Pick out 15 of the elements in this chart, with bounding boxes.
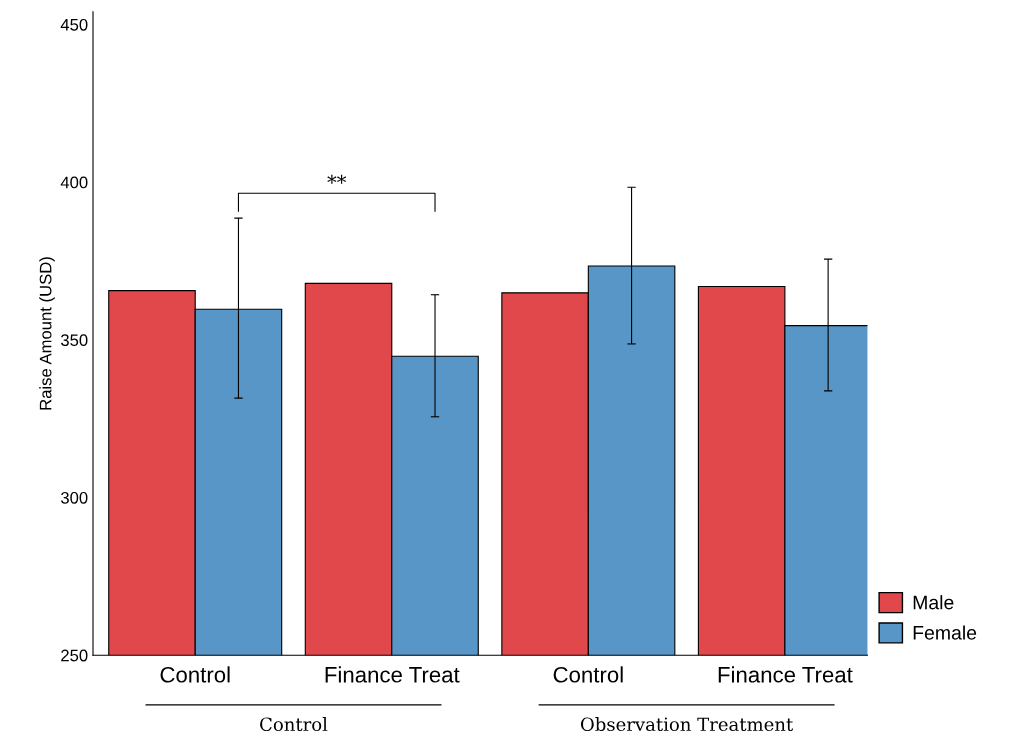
y-tick-label: 450 [60,18,88,31]
text: Observation Treatment [580,717,794,732]
y-tick-label: 400 [60,176,88,189]
y-tick-label: 300 [60,491,88,504]
text: Control [260,717,328,732]
legend-label: Female [913,625,977,640]
x-tick-label: Finance Treat [718,666,853,683]
y-axis-title: Raise Amount (USD) [39,257,55,410]
y-tick-label: 250 [61,649,88,662]
y-tick-label: 350 [60,334,88,347]
x-tick-label: Control [553,666,623,683]
x-tick-label: Control [160,666,230,683]
x-tick-label: Finance Treat [325,666,460,683]
annotation: ** [327,174,347,184]
legend-label: Male [913,595,954,610]
